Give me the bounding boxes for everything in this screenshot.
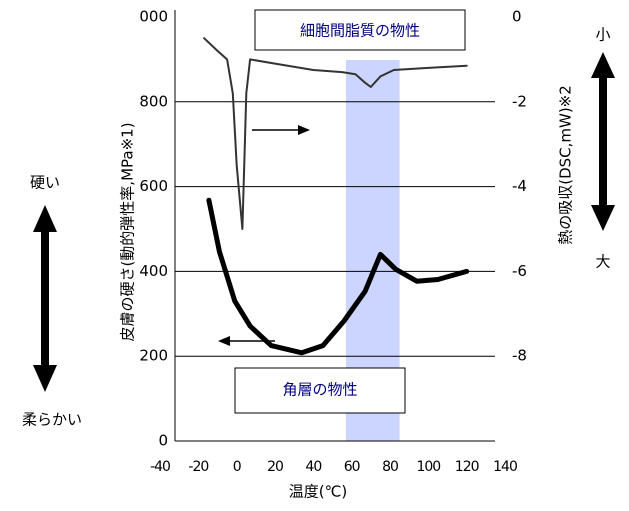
y2-tick-label: -4 — [512, 177, 527, 195]
annotation: 小 — [595, 26, 610, 44]
x-tick-label: 20 — [267, 459, 283, 475]
y-tick-label: 000 — [139, 8, 168, 26]
y2-axis-label: 熱の吸収(DSC,mW)※2 — [557, 85, 575, 245]
arrow-head — [218, 336, 230, 346]
x-tick-label: 0 — [233, 459, 241, 475]
annotation-box — [254, 9, 466, 51]
x-tick-label: 100 — [416, 459, 440, 475]
series-line — [206, 197, 470, 356]
y2-tick-label: -2 — [512, 92, 527, 110]
y-tick-label: 200 — [139, 347, 168, 365]
y-tick-label: 800 — [139, 92, 168, 110]
y2-tick-label: -6 — [512, 262, 527, 280]
annotation-box — [234, 367, 406, 414]
y-axis-label: 皮膚の硬さ(動的弾性率,MPa※1) — [119, 122, 137, 341]
y2-tick-label: -8 — [512, 347, 527, 365]
y2-tick-label: 0 — [512, 8, 522, 26]
y-tick-label: 0 — [158, 432, 168, 450]
series-line — [203, 37, 468, 230]
legend-label: 細胞間脂質の物性 — [300, 22, 420, 40]
annotation: 大 — [595, 253, 610, 271]
annotation: 硬い — [30, 174, 60, 192]
x-tick-label: -20 — [188, 459, 208, 475]
legend-label: 角層の物性 — [282, 381, 357, 399]
x-tick-label: 140 — [493, 459, 517, 475]
x-tick-label: 40 — [305, 459, 321, 475]
arrow-head — [298, 125, 310, 135]
x-tick-label: 60 — [344, 459, 360, 475]
x-tick-label: -40 — [150, 459, 170, 475]
x-tick-label: 80 — [382, 459, 398, 475]
double-arrow — [591, 52, 615, 231]
annotation: 柔らかい — [22, 411, 82, 429]
double-arrow — [33, 205, 57, 392]
x-axis-label: 温度(℃) — [289, 483, 348, 501]
y-tick-label: 600 — [139, 177, 168, 195]
x-tick-label: 120 — [455, 459, 479, 475]
y-tick-label: 400 — [139, 262, 168, 280]
